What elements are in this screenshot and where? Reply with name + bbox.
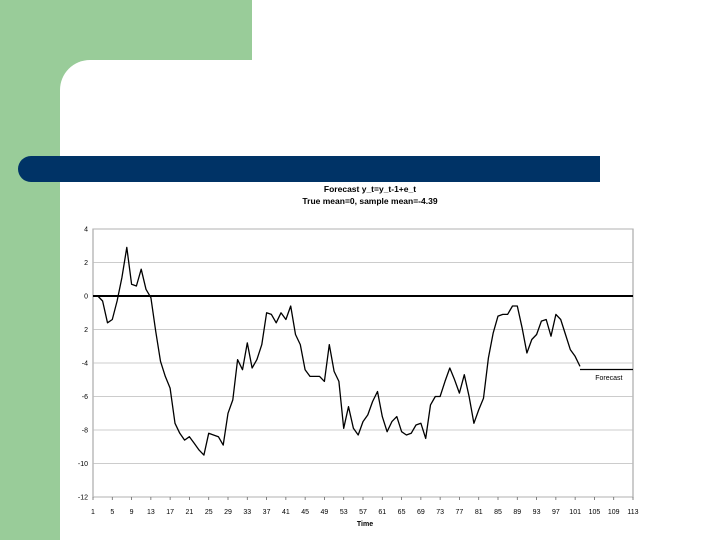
x-tick-label: 81 (475, 509, 483, 516)
x-tick-label: 49 (321, 509, 329, 516)
title-bar (18, 156, 600, 182)
x-tick-label: 69 (417, 509, 425, 516)
x-tick-label: 113 (627, 509, 638, 516)
x-tick-label: 109 (608, 509, 620, 516)
x-tick-label: 33 (243, 509, 251, 516)
x-tick-label: 97 (552, 509, 560, 516)
x-tick-label: 45 (301, 509, 309, 516)
y-tick-label: -4 (82, 361, 88, 368)
x-axis-title: Time (357, 521, 373, 528)
x-tick-label: 89 (513, 509, 521, 516)
x-tick-label: 1 (91, 509, 95, 516)
x-tick-label: 53 (340, 509, 348, 516)
x-tick-label: 105 (589, 509, 601, 516)
x-tick-label: 61 (378, 509, 386, 516)
y-tick-label: -8 (82, 428, 88, 435)
y-tick-label: 4 (84, 227, 88, 234)
x-tick-label: 5 (110, 509, 114, 516)
x-tick-label: 13 (147, 509, 155, 516)
x-tick-label: 101 (569, 509, 581, 516)
x-tick-label: 37 (263, 509, 271, 516)
chart-title: Forecast y_t=y_t-1+e_t (323, 184, 417, 194)
y-tick-label: 0 (84, 294, 88, 301)
x-tick-label: 73 (436, 509, 444, 516)
y-tick-label: -6 (82, 394, 88, 401)
y-tick-label: 2 (84, 327, 88, 334)
x-tick-label: 25 (205, 509, 213, 516)
x-tick-label: 17 (166, 509, 174, 516)
x-tick-label: 93 (533, 509, 541, 516)
x-tick-label: 29 (224, 509, 232, 516)
x-tick-label: 41 (282, 509, 290, 516)
y-tick-label: -12 (78, 495, 88, 502)
forecast-label: Forecast (595, 375, 622, 382)
series-line-y_t (93, 246, 581, 456)
chart-subtitle: True mean=0, sample mean=-4.39 (302, 196, 438, 206)
x-tick-label: 21 (186, 509, 194, 516)
y-tick-label: 2 (84, 260, 88, 267)
x-tick-label: 65 (398, 509, 406, 516)
x-tick-label: 77 (456, 509, 464, 516)
x-tick-label: 9 (130, 509, 134, 516)
x-tick-label: 57 (359, 509, 367, 516)
x-tick-label: 85 (494, 509, 502, 516)
y-tick-label: -10 (78, 461, 88, 468)
